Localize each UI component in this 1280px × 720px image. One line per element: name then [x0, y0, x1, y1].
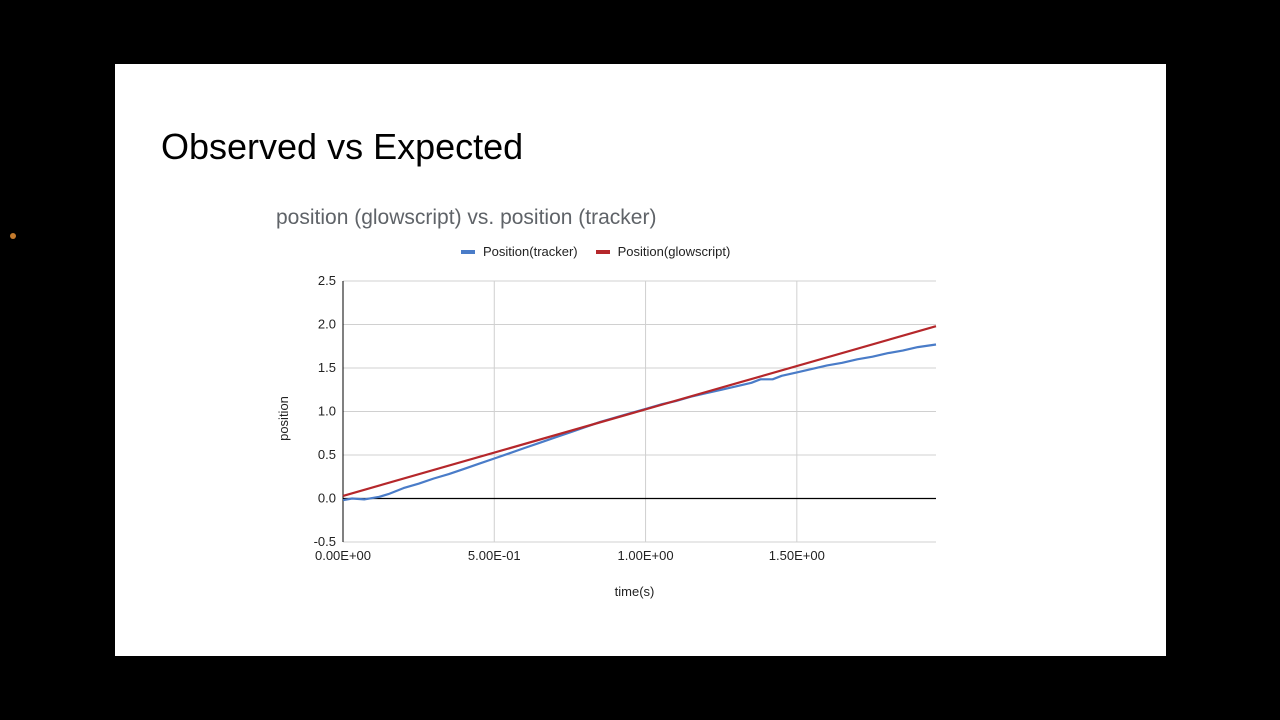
x-tick-label: 1.50E+00: [769, 548, 825, 563]
y-tick-label: 0.5: [318, 447, 336, 462]
chart-tick-labels: 2.5 2.0 1.5 1.0 0.5 0.0 -0.50.00E+00 5.00E-01 1.…: [314, 273, 825, 563]
legend-swatch-tracker: [461, 249, 475, 254]
x-axis-title: time(s): [615, 584, 655, 599]
y-tick-label: 2.0: [318, 317, 336, 332]
y-tick-label: 1.0: [318, 404, 336, 419]
slide: Observed vs Expected position (glowscrip…: [115, 64, 1166, 656]
chart-axes: [342, 281, 936, 542]
chart-plot: 2.5 2.0 1.5 1.0 0.5 0.0 -0.50.00E+00 5.00E-01 1.…: [276, 273, 937, 599]
y-tick-label: 0.0: [318, 491, 336, 506]
x-tick-label: 0.00E+00: [315, 548, 371, 563]
chart-series: [342, 325, 937, 502]
y-axis-title: position: [276, 396, 291, 441]
cursor-pointer-dot: [10, 233, 16, 239]
y-tick-label: -0.5: [314, 534, 336, 549]
legend-item-glowscript: Position(glowscript): [595, 244, 731, 259]
y-tick-label: 1.5: [318, 360, 336, 375]
y-tick-label: 2.5: [318, 273, 336, 288]
chart-legend: Position(tracker) Position(glowscript): [461, 244, 730, 259]
chart-title: position (glowscript) vs. position (trac…: [276, 206, 657, 229]
legend-swatch-glowscript: [595, 249, 610, 254]
legend-item-tracker: Position(tracker): [461, 244, 578, 259]
legend-label-glowscript: Position(glowscript): [617, 244, 731, 259]
series-line-glowscript: [342, 325, 937, 497]
legend-label-tracker: Position(tracker): [483, 244, 578, 259]
x-tick-label: 5.00E-01: [468, 548, 521, 563]
slide-title: Observed vs Expected: [161, 126, 524, 167]
x-tick-label: 1.00E+00: [618, 548, 674, 563]
